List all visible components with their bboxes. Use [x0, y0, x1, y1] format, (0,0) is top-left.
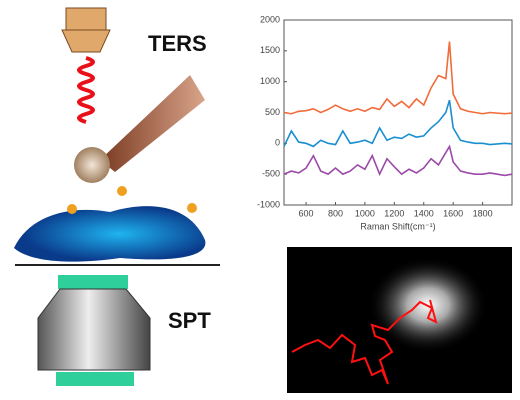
- y-tick-label: 500: [265, 107, 280, 117]
- spectra-chart: -1000 -500 0 500 1000 1500 2000 600 800 1000 1200 1…: [257, 14, 513, 231]
- tracking-image: [287, 247, 512, 393]
- y-tick-label: -1000: [257, 199, 280, 209]
- y-tick-label: 1500: [260, 45, 280, 55]
- x-tick-label: 1000: [355, 208, 375, 218]
- x-tick-label: 1600: [443, 208, 463, 218]
- y-tick-label: 2000: [260, 14, 280, 24]
- spt-label: SPT: [168, 308, 211, 333]
- x-tick-label: 1200: [384, 208, 404, 218]
- x-tick-label: 800: [328, 208, 343, 218]
- x-tick-label: 1800: [473, 208, 493, 218]
- spectrum-line: [283, 41, 513, 115]
- spectrum-line: [283, 99, 513, 148]
- y-tick-label: 0: [275, 138, 280, 148]
- spt-illustration: [37, 275, 151, 386]
- ters-illustration: [14, 7, 220, 266]
- ters-label: TERS: [148, 31, 207, 56]
- y-tick-label: -500: [262, 169, 280, 179]
- x-axis-label: Raman Shift(cm⁻¹): [360, 221, 435, 231]
- x-tick-label: 1400: [414, 208, 434, 218]
- x-tick-label: 600: [299, 208, 314, 218]
- spectrum-line: [283, 144, 513, 177]
- y-tick-label: 1000: [260, 76, 280, 86]
